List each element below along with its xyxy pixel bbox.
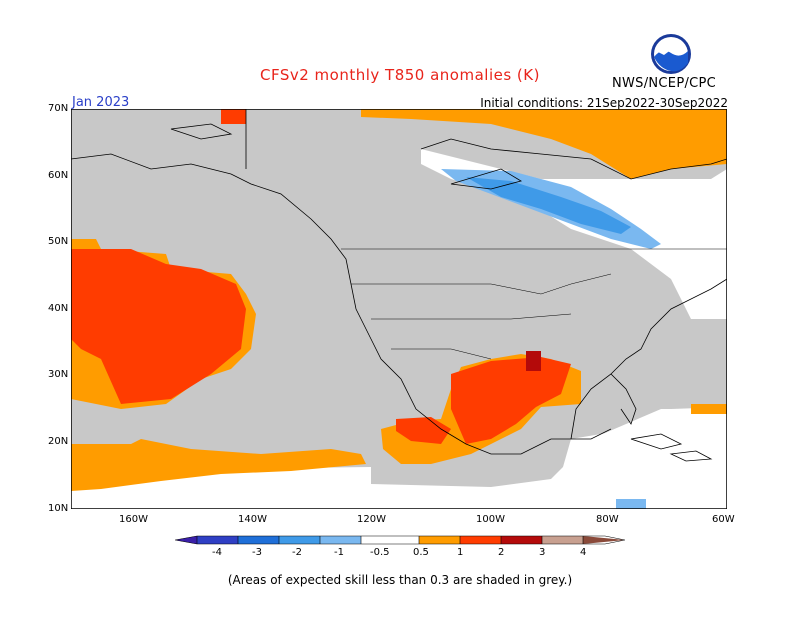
noaa-logo — [651, 34, 691, 74]
anomaly-map — [71, 109, 727, 509]
initial-conditions: Initial conditions: 21Sep2022-30Sep2022 — [480, 96, 728, 110]
warm-anomaly-tropical-pacific — [71, 439, 366, 491]
colorbar-label: -0.5 — [370, 547, 390, 558]
lat-label-50n: 50N — [48, 236, 69, 247]
colorbar-label: -3 — [252, 547, 262, 558]
lon-label-80w: 80W — [596, 514, 619, 525]
colorbar — [175, 535, 625, 545]
lat-label-30n: 30N — [48, 369, 69, 380]
lon-label-140w: 140W — [238, 514, 267, 525]
cold-anomaly-medium — [466, 177, 631, 234]
lon-label-120w: 120W — [357, 514, 386, 525]
lat-label-40n: 40N — [48, 303, 69, 314]
lat-label-60n: 60N — [48, 170, 69, 181]
warm-anomaly-peak — [526, 351, 541, 371]
colorbar-label: -2 — [292, 547, 302, 558]
colorbar-label: -4 — [212, 547, 222, 558]
warm-anomaly-texas — [451, 357, 571, 444]
warm-anomaly-arctic — [361, 109, 727, 179]
map-title: CFSv2 monthly T850 anomalies (K) — [260, 66, 540, 84]
colorbar-label: 4 — [580, 547, 587, 558]
colorbar-label: 3 — [539, 547, 546, 558]
lat-label-20n: 20N — [48, 436, 69, 447]
agency-label: NWS/NCEP/CPC — [612, 76, 717, 91]
warm-anomaly-pacific — [71, 249, 246, 404]
lat-label-10n: 10N — [48, 503, 69, 514]
coastlines — [71, 109, 727, 462]
lon-label-160w: 160W — [119, 514, 148, 525]
colorbar-label: 2 — [498, 547, 505, 558]
colorbar-label: 1 — [457, 547, 464, 558]
lon-label-100w: 100W — [476, 514, 505, 525]
lat-label-70n: 70N — [48, 103, 69, 114]
lon-label-60w: 60W — [712, 514, 735, 525]
colorbar-label: -1 — [334, 547, 344, 558]
forecast-month: Jan 2023 — [72, 95, 130, 110]
colorbar-label: 0.5 — [413, 547, 429, 558]
skill-caption: (Areas of expected skill less than 0.3 a… — [227, 573, 573, 587]
